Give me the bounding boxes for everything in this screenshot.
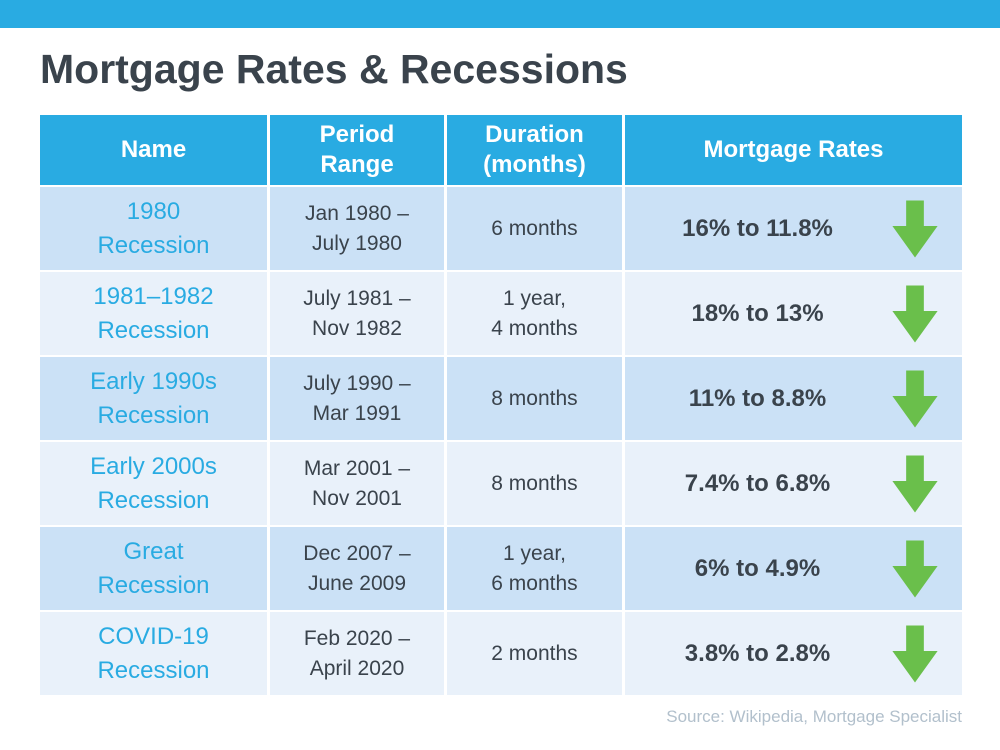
- recession-name: COVID-19 Recession: [40, 612, 267, 695]
- period-range: July 1990 – Mar 1991: [270, 357, 444, 440]
- mortgage-rates-cell: 3.8% to 2.8%: [625, 612, 962, 695]
- period-range: Jan 1980 – July 1980: [270, 187, 444, 270]
- rates-value: 3.8% to 2.8%: [684, 639, 831, 667]
- mortgage-rates-cell: 7.4% to 6.8%: [625, 442, 962, 525]
- period-range: Mar 2001 – Nov 2001: [270, 442, 444, 525]
- down-arrow-icon: [892, 370, 938, 427]
- recession-name: Early 1990s Recession: [40, 357, 267, 440]
- rates-value: 11% to 8.8%: [688, 384, 827, 412]
- page-title: Mortgage Rates & Recessions: [40, 46, 628, 92]
- recession-name: Great Recession: [40, 527, 267, 610]
- duration: 1 year, 6 months: [447, 527, 622, 610]
- period-range: July 1981 – Nov 1982: [270, 272, 444, 355]
- recession-name: 1981–1982 Recession: [40, 272, 267, 355]
- down-arrow-icon: [892, 455, 938, 512]
- recession-name: 1980 Recession: [40, 187, 267, 270]
- rates-value: 7.4% to 6.8%: [684, 469, 831, 497]
- column-header-name: Name: [40, 115, 267, 185]
- down-arrow-icon: [892, 625, 938, 682]
- column-header-period-range: Period Range: [270, 115, 444, 185]
- mortgage-rates-cell: 16% to 11.8%: [625, 187, 962, 270]
- down-arrow-icon: [892, 540, 938, 597]
- period-range: Feb 2020 – April 2020: [270, 612, 444, 695]
- duration: 2 months: [447, 612, 622, 695]
- recession-name: Early 2000s Recession: [40, 442, 267, 525]
- mortgage-rates-cell: 11% to 8.8%: [625, 357, 962, 440]
- duration: 8 months: [447, 442, 622, 525]
- rates-value: 18% to 13%: [691, 299, 824, 327]
- down-arrow-icon: [892, 200, 938, 257]
- duration: 1 year, 4 months: [447, 272, 622, 355]
- down-arrow-icon: [892, 285, 938, 342]
- period-range: Dec 2007 – June 2009: [270, 527, 444, 610]
- source-attribution: Source: Wikipedia, Mortgage Specialist: [666, 707, 962, 726]
- mortgage-rates-cell: 6% to 4.9%: [625, 527, 962, 610]
- top-accent-bar: [0, 0, 1000, 28]
- column-header-duration: Duration (months): [447, 115, 622, 185]
- duration: 8 months: [447, 357, 622, 440]
- duration: 6 months: [447, 187, 622, 270]
- rates-value: 6% to 4.9%: [694, 554, 821, 582]
- recessions-table: Name Period Range Duration (months) Mort…: [40, 115, 962, 695]
- mortgage-rates-cell: 18% to 13%: [625, 272, 962, 355]
- rates-value: 16% to 11.8%: [682, 214, 833, 242]
- column-header-mortgage-rates: Mortgage Rates: [625, 115, 962, 185]
